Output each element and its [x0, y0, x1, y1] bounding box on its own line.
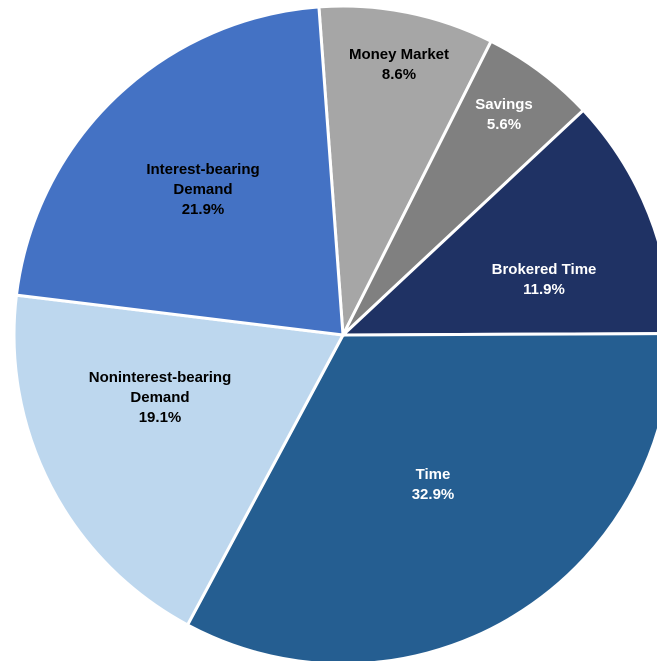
- category-label: Money Market: [348, 46, 450, 63]
- slice-label: Interest-bearing Demand 21.9%: [133, 160, 273, 220]
- value-label: 19.1%: [138, 409, 182, 426]
- category-label: Interest-bearing Demand: [146, 161, 260, 198]
- value-label: 21.9%: [181, 201, 225, 218]
- slice-label: Brokered Time 11.9%: [469, 260, 619, 300]
- slice-label: Money Market 8.6%: [329, 45, 469, 85]
- category-label: Savings: [475, 96, 533, 113]
- category-label: Time: [415, 466, 451, 483]
- slice-label: Time 32.9%: [373, 465, 493, 505]
- slice-label: Noninterest-bearing Demand 19.1%: [65, 368, 255, 428]
- category-label: Brokered Time: [491, 261, 597, 278]
- category-label: Noninterest-bearing Demand: [88, 369, 232, 406]
- slice: [339, 108, 657, 337]
- value-label: 8.6%: [381, 66, 417, 83]
- value-label: 32.9%: [411, 486, 455, 503]
- value-label: 11.9%: [523, 281, 565, 298]
- slice: [14, 5, 345, 337]
- slice-label: Savings 5.6%: [454, 95, 554, 135]
- slice: [12, 293, 346, 627]
- value-label: 5.6%: [486, 116, 522, 133]
- slice: [317, 4, 494, 341]
- slice: [185, 332, 657, 661]
